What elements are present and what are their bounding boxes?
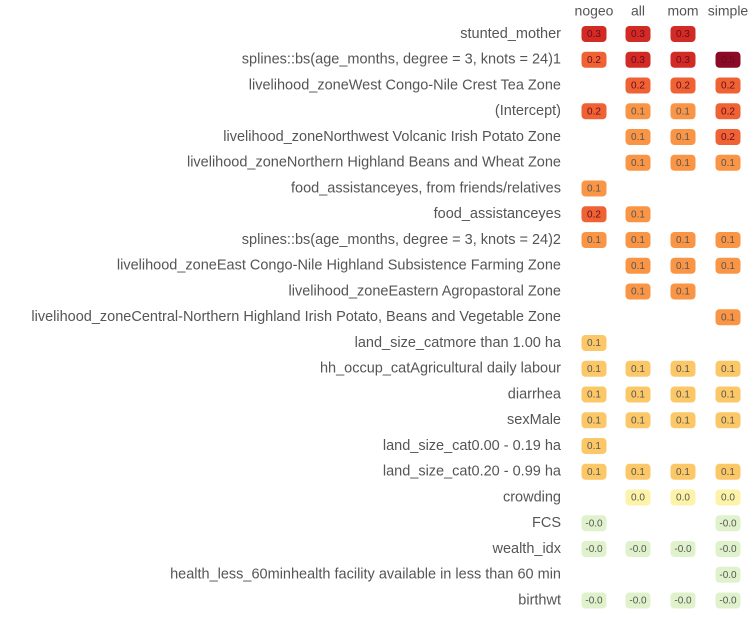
cell-value-label: 0.1 (631, 261, 645, 272)
cell-value-label: 0.3 (631, 55, 645, 66)
cell-value-label: 0.1 (631, 158, 645, 169)
cell-value-label: 0.1 (721, 390, 735, 401)
cell-value-label: 0.1 (631, 467, 645, 478)
row-label: hh_occup_catAgricultural daily labour (320, 361, 561, 377)
cell-value-label: 0.1 (587, 415, 601, 426)
cell-value-label: 0.3 (587, 29, 601, 40)
cell-value-label: 0.1 (631, 209, 645, 220)
cell-value-label: 0.1 (676, 467, 690, 478)
row-label: livelihood_zoneCentral-Northern Highland… (31, 309, 561, 325)
row-label: health_less_60minhealth facility availab… (170, 567, 561, 583)
row-label: splines::bs(age_months, degree = 3, knot… (242, 52, 561, 68)
row-label: food_assistanceyes (434, 206, 561, 222)
cell-value-label: 0.1 (587, 364, 601, 375)
cell-value-label: 0.1 (676, 364, 690, 375)
cell-value-label: 0.1 (721, 415, 735, 426)
cell-value-label: 0.1 (721, 158, 735, 169)
row-label: birthwt (518, 592, 561, 608)
row-label: livelihood_zoneWest Congo-Nile Crest Tea… (249, 77, 561, 93)
cell-value-label: 0.1 (676, 415, 690, 426)
row-label: diarrhea (508, 386, 562, 402)
row-label: land_size_cat0.20 - 0.99 ha (383, 464, 562, 480)
cell-value-label: 0.1 (631, 132, 645, 143)
cell-value-label: 0.2 (721, 81, 735, 92)
row-label: food_assistanceyes, from friends/relativ… (291, 180, 561, 196)
row-label: livelihood_zoneEastern Agropastoral Zone (289, 283, 561, 299)
cell-value-label: 0.1 (587, 338, 601, 349)
cell-value-label: -0.0 (674, 596, 692, 607)
cell-value-label: 0.1 (676, 261, 690, 272)
cell-value-label: 0.1 (676, 390, 690, 401)
row-label: land_size_catmore than 1.00 ha (355, 335, 562, 351)
column-label-simple: simple (708, 3, 749, 19)
cell-value-label: 0.1 (676, 287, 690, 298)
cell-value-label: 0.0 (631, 493, 645, 504)
cell-value-label: 0.1 (587, 184, 601, 195)
cell-value-label: 0.1 (676, 132, 690, 143)
cell-value-label: 0.1 (587, 235, 601, 246)
column-label-nogeo: nogeo (575, 3, 614, 19)
cell-value-label: 0.1 (631, 415, 645, 426)
cell-value-label: 0.1 (587, 390, 601, 401)
column-label-mom: mom (667, 3, 698, 19)
cell-value-label: 0.2 (587, 209, 601, 220)
cell-value-label: 0.5 (721, 55, 735, 66)
cell-value-label: 0.1 (721, 235, 735, 246)
cell-value-label: 0.3 (676, 55, 690, 66)
cell-value-label: 0.2 (721, 132, 735, 143)
cell-value-label: 0.1 (721, 364, 735, 375)
cell-value-label: 0.1 (631, 235, 645, 246)
cell-value-label: 0.1 (721, 261, 735, 272)
cell-value-label: 0.1 (676, 235, 690, 246)
row-label: livelihood_zoneNorthern Highland Beans a… (187, 155, 561, 171)
cell-value-label: 0.1 (587, 441, 601, 452)
cell-value-label: -0.0 (585, 596, 603, 607)
cell-value-label: -0.0 (585, 544, 603, 555)
cell-value-label: 0.2 (631, 81, 645, 92)
row-label: livelihood_zoneEast Congo-Nile Highland … (117, 258, 561, 274)
cell-value-label: -0.0 (719, 596, 737, 607)
column-label-all: all (631, 3, 645, 19)
cell-value-label: 0.3 (676, 29, 690, 40)
cell-value-label: -0.0 (674, 544, 692, 555)
cell-value-label: 0.3 (631, 29, 645, 40)
cell-value-label: 0.2 (721, 106, 735, 117)
cell-value-label: -0.0 (629, 596, 647, 607)
cell-value-label: 0.1 (676, 158, 690, 169)
row-label: land_size_cat0.00 - 0.19 ha (383, 438, 562, 454)
row-label: wealth_idx (491, 541, 561, 557)
cell-value-label: 0.1 (631, 287, 645, 298)
cell-value-label: 0.2 (676, 81, 690, 92)
cell-value-label: -0.0 (719, 570, 737, 581)
cell-value-label: 0.1 (676, 106, 690, 117)
cell-value-label: 0.1 (631, 106, 645, 117)
cell-value-label: 0.2 (587, 55, 601, 66)
row-label: livelihood_zoneNorthwest Volcanic Irish … (223, 129, 561, 145)
row-label: (Intercept) (495, 103, 561, 119)
cell-value-label: 0.2 (587, 106, 601, 117)
cell-value-label: 0.0 (676, 493, 690, 504)
cell-value-label: 0.0 (721, 493, 735, 504)
row-label: splines::bs(age_months, degree = 3, knot… (242, 232, 561, 248)
cell-value-label: -0.0 (719, 518, 737, 529)
row-label: stunted_mother (460, 26, 561, 42)
row-label: crowding (503, 489, 561, 505)
row-label: FCS (532, 515, 561, 531)
cell-value-label: 0.1 (721, 467, 735, 478)
row-label: sexMale (507, 412, 561, 428)
cell-value-label: 0.1 (631, 364, 645, 375)
cell-value-label: -0.0 (629, 544, 647, 555)
cell-value-label: 0.1 (631, 390, 645, 401)
cell-value-label: 0.1 (587, 467, 601, 478)
cell-value-label: 0.1 (721, 312, 735, 323)
cell-value-label: -0.0 (585, 518, 603, 529)
cell-value-label: -0.0 (719, 544, 737, 555)
